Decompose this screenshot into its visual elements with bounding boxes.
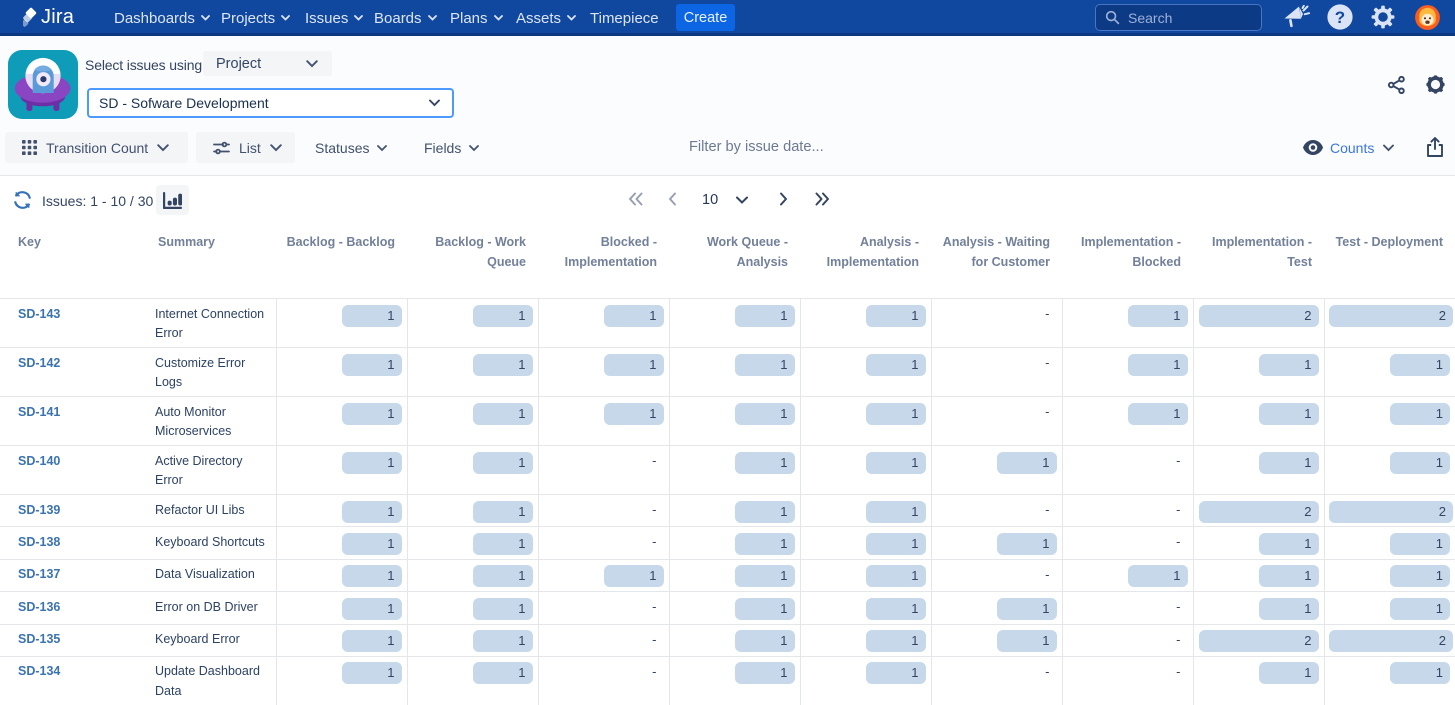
svg-text:?: ? xyxy=(1335,8,1345,27)
